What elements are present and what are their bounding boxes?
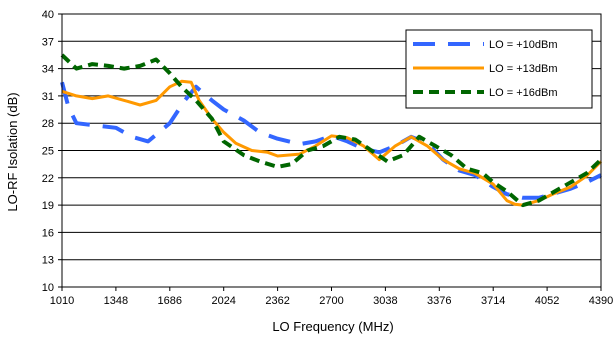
legend-label-16dbm: LO = +16dBm bbox=[489, 87, 558, 99]
y-tick-label: 34 bbox=[42, 64, 54, 76]
legend-label-10dbm: LO = +10dBm bbox=[489, 39, 558, 51]
y-tick-label: 22 bbox=[42, 173, 54, 185]
y-tick-label: 13 bbox=[42, 255, 54, 267]
x-tick-label: 1010 bbox=[50, 295, 74, 307]
series-line-13dbm bbox=[61, 79, 603, 207]
x-tick-label: 2024 bbox=[211, 295, 235, 307]
x-tick-label: 3038 bbox=[373, 295, 397, 307]
x-axis-ticks: 1010 1348 1686 2024 2362 2700 3038 3376 3714 4052… bbox=[50, 287, 613, 307]
series-lines bbox=[60, 53, 603, 208]
y-tick-label: 31 bbox=[42, 91, 54, 103]
x-tick-label: 3376 bbox=[427, 295, 451, 307]
y-tick-label: 40 bbox=[42, 9, 54, 21]
series-line-16dbm bbox=[60, 53, 603, 208]
y-tick-label: 37 bbox=[42, 36, 54, 48]
y-tick-label: 28 bbox=[42, 118, 54, 130]
x-tick-label: 4390 bbox=[589, 295, 613, 307]
x-tick-label: 4052 bbox=[535, 295, 559, 307]
x-tick-label: 1348 bbox=[104, 295, 128, 307]
x-tick-label: 3714 bbox=[481, 295, 505, 307]
y-tick-label: 10 bbox=[42, 282, 54, 294]
x-tick-label: 1686 bbox=[158, 295, 182, 307]
x-axis-title: LO Frequency (MHz) bbox=[272, 319, 393, 334]
x-tick-label: 2700 bbox=[319, 295, 343, 307]
legend-label-13dbm: LO = +13dBm bbox=[489, 63, 558, 75]
y-tick-label: 25 bbox=[42, 146, 54, 158]
legend: LO = +10dBm LO = +13dBm LO = +16dBm bbox=[405, 29, 593, 109]
y-tick-label: 19 bbox=[42, 200, 54, 212]
series-line-10dbm bbox=[60, 81, 602, 200]
y-axis-ticks: 10 13 16 19 22 25 28 31 34 37 40 bbox=[42, 9, 62, 294]
y-axis-title: LO-RF Isolation (dB) bbox=[5, 92, 20, 211]
y-tick-label: 16 bbox=[42, 227, 54, 239]
x-tick-label: 2362 bbox=[265, 295, 289, 307]
